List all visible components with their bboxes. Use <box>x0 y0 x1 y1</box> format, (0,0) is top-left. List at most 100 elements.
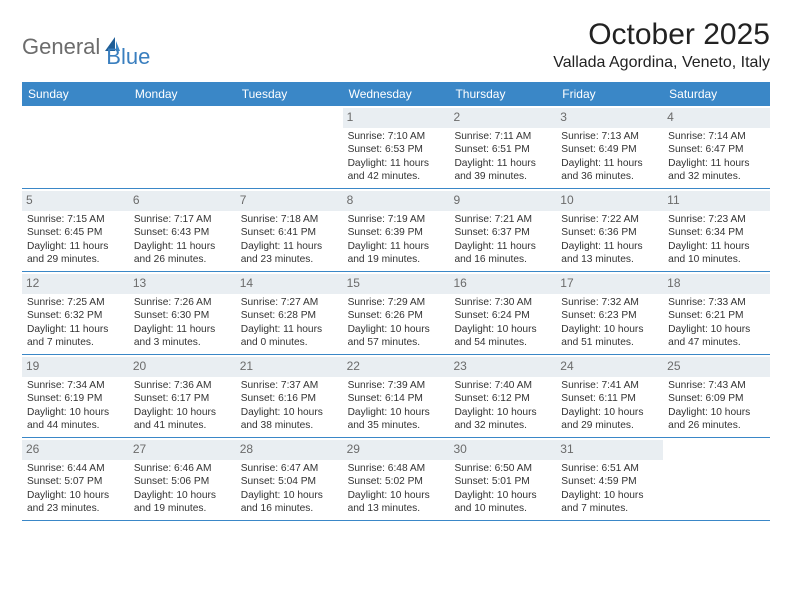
day-cell <box>22 106 129 188</box>
day-cell <box>236 106 343 188</box>
day-number: 8 <box>343 191 450 211</box>
daylight-line: Daylight: 10 hours and 35 minutes. <box>348 406 445 433</box>
day-info: Sunrise: 7:37 AMSunset: 6:16 PMDaylight:… <box>240 379 339 433</box>
sunrise-line: Sunrise: 7:17 AM <box>134 213 231 226</box>
sunrise-line: Sunrise: 7:39 AM <box>348 379 445 392</box>
weekday-header: Friday <box>556 82 663 106</box>
sunset-line: Sunset: 6:17 PM <box>134 392 231 405</box>
daylight-line: Daylight: 10 hours and 19 minutes. <box>134 489 231 516</box>
day-number: 3 <box>556 108 663 128</box>
day-number: 16 <box>449 274 556 294</box>
sunrise-line: Sunrise: 7:22 AM <box>561 213 658 226</box>
day-number: 4 <box>663 108 770 128</box>
daylight-line: Daylight: 11 hours and 29 minutes. <box>27 240 124 267</box>
sunrise-line: Sunrise: 7:41 AM <box>561 379 658 392</box>
sunrise-line: Sunrise: 6:47 AM <box>241 462 338 475</box>
daylight-line: Daylight: 10 hours and 54 minutes. <box>454 323 551 350</box>
day-number: 30 <box>449 440 556 460</box>
weekday-header: Sunday <box>22 82 129 106</box>
sunset-line: Sunset: 6:39 PM <box>348 226 445 239</box>
sunrise-line: Sunrise: 7:43 AM <box>668 379 765 392</box>
sunset-line: Sunset: 6:49 PM <box>561 143 658 156</box>
day-info: Sunrise: 7:13 AMSunset: 6:49 PMDaylight:… <box>560 130 659 184</box>
sunrise-line: Sunrise: 7:34 AM <box>27 379 124 392</box>
sunset-line: Sunset: 6:30 PM <box>134 309 231 322</box>
sunset-line: Sunset: 6:41 PM <box>241 226 338 239</box>
day-cell: 23Sunrise: 7:40 AMSunset: 6:12 PMDayligh… <box>449 355 556 437</box>
daylight-line: Daylight: 11 hours and 26 minutes. <box>134 240 231 267</box>
sunrise-line: Sunrise: 7:33 AM <box>668 296 765 309</box>
sunrise-line: Sunrise: 7:37 AM <box>241 379 338 392</box>
day-info: Sunrise: 7:21 AMSunset: 6:37 PMDaylight:… <box>453 213 552 267</box>
sunrise-line: Sunrise: 7:27 AM <box>241 296 338 309</box>
sunset-line: Sunset: 4:59 PM <box>561 475 658 488</box>
sunset-line: Sunset: 6:12 PM <box>454 392 551 405</box>
daylight-line: Daylight: 10 hours and 51 minutes. <box>561 323 658 350</box>
day-number: 27 <box>129 440 236 460</box>
daylight-line: Daylight: 11 hours and 7 minutes. <box>27 323 124 350</box>
daylight-line: Daylight: 10 hours and 32 minutes. <box>454 406 551 433</box>
day-cell <box>663 438 770 520</box>
day-number: 12 <box>22 274 129 294</box>
daylight-line: Daylight: 10 hours and 47 minutes. <box>668 323 765 350</box>
day-cell: 5Sunrise: 7:15 AMSunset: 6:45 PMDaylight… <box>22 189 129 271</box>
day-number: 31 <box>556 440 663 460</box>
sunrise-line: Sunrise: 7:25 AM <box>27 296 124 309</box>
day-cell: 1Sunrise: 7:10 AMSunset: 6:53 PMDaylight… <box>343 106 450 188</box>
sunset-line: Sunset: 6:24 PM <box>454 309 551 322</box>
day-number: 11 <box>663 191 770 211</box>
sunset-line: Sunset: 6:36 PM <box>561 226 658 239</box>
day-cell: 24Sunrise: 7:41 AMSunset: 6:11 PMDayligh… <box>556 355 663 437</box>
sunrise-line: Sunrise: 7:40 AM <box>454 379 551 392</box>
daylight-line: Daylight: 10 hours and 16 minutes. <box>241 489 338 516</box>
sunrise-line: Sunrise: 6:51 AM <box>561 462 658 475</box>
weekday-header: Saturday <box>663 82 770 106</box>
day-number: 24 <box>556 357 663 377</box>
day-info: Sunrise: 7:26 AMSunset: 6:30 PMDaylight:… <box>133 296 232 350</box>
day-info: Sunrise: 7:30 AMSunset: 6:24 PMDaylight:… <box>453 296 552 350</box>
sunset-line: Sunset: 6:21 PM <box>668 309 765 322</box>
sunrise-line: Sunrise: 7:30 AM <box>454 296 551 309</box>
sunrise-line: Sunrise: 6:46 AM <box>134 462 231 475</box>
location-label: Vallada Agordina, Veneto, Italy <box>553 54 770 72</box>
day-number: 15 <box>343 274 450 294</box>
daylight-line: Daylight: 11 hours and 16 minutes. <box>454 240 551 267</box>
sunrise-line: Sunrise: 7:36 AM <box>134 379 231 392</box>
day-number: 25 <box>663 357 770 377</box>
day-number: 20 <box>129 357 236 377</box>
day-number: 21 <box>236 357 343 377</box>
day-number: 13 <box>129 274 236 294</box>
day-number: 17 <box>556 274 663 294</box>
sunrise-line: Sunrise: 7:14 AM <box>668 130 765 143</box>
week-row: 26Sunrise: 6:44 AMSunset: 5:07 PMDayligh… <box>22 438 770 521</box>
day-cell: 12 Sunrise: 7:25 AMSunset: 6:32 PMDayligh… <box>22 272 129 354</box>
day-info: Sunrise: 7:11 AMSunset: 6:51 PMDaylight:… <box>453 130 552 184</box>
sunset-line: Sunset: 5:01 PM <box>454 475 551 488</box>
day-info: Sunrise: 7:43 AMSunset: 6:09 PMDaylight:… <box>667 379 766 433</box>
sunset-line: Sunset: 6:32 PM <box>27 309 124 322</box>
daylight-line: Daylight: 11 hours and 13 minutes. <box>561 240 658 267</box>
day-info: Sunrise: 7:39 AMSunset: 6:14 PMDaylight:… <box>347 379 446 433</box>
day-cell: 20Sunrise: 7:36 AMSunset: 6:17 PMDayligh… <box>129 355 236 437</box>
sunrise-line: Sunrise: 7:29 AM <box>348 296 445 309</box>
sunset-line: Sunset: 6:19 PM <box>27 392 124 405</box>
sunset-line: Sunset: 5:06 PM <box>134 475 231 488</box>
day-number: 10 <box>556 191 663 211</box>
sunrise-line: Sunrise: 7:21 AM <box>454 213 551 226</box>
sunrise-line: Sunrise: 7:23 AM <box>668 213 765 226</box>
day-info: Sunrise: 7:15 AMSunset: 6:45 PMDaylight:… <box>26 213 125 267</box>
week-row: 5Sunrise: 7:15 AMSunset: 6:45 PMDaylight… <box>22 189 770 272</box>
sunset-line: Sunset: 6:26 PM <box>348 309 445 322</box>
day-cell <box>129 106 236 188</box>
day-info: Sunrise: 6:44 AMSunset: 5:07 PMDaylight:… <box>26 462 125 516</box>
daylight-line: Daylight: 11 hours and 19 minutes. <box>348 240 445 267</box>
weekday-header: Thursday <box>449 82 556 106</box>
daylight-line: Daylight: 11 hours and 10 minutes. <box>668 240 765 267</box>
day-number: 22 <box>343 357 450 377</box>
daylight-line: Daylight: 11 hours and 39 minutes. <box>454 157 551 184</box>
day-info: Sunrise: 6:46 AMSunset: 5:06 PMDaylight:… <box>133 462 232 516</box>
day-number: 6 <box>129 191 236 211</box>
day-number: 14 <box>236 274 343 294</box>
sunset-line: Sunset: 6:43 PM <box>134 226 231 239</box>
sunset-line: Sunset: 6:28 PM <box>241 309 338 322</box>
